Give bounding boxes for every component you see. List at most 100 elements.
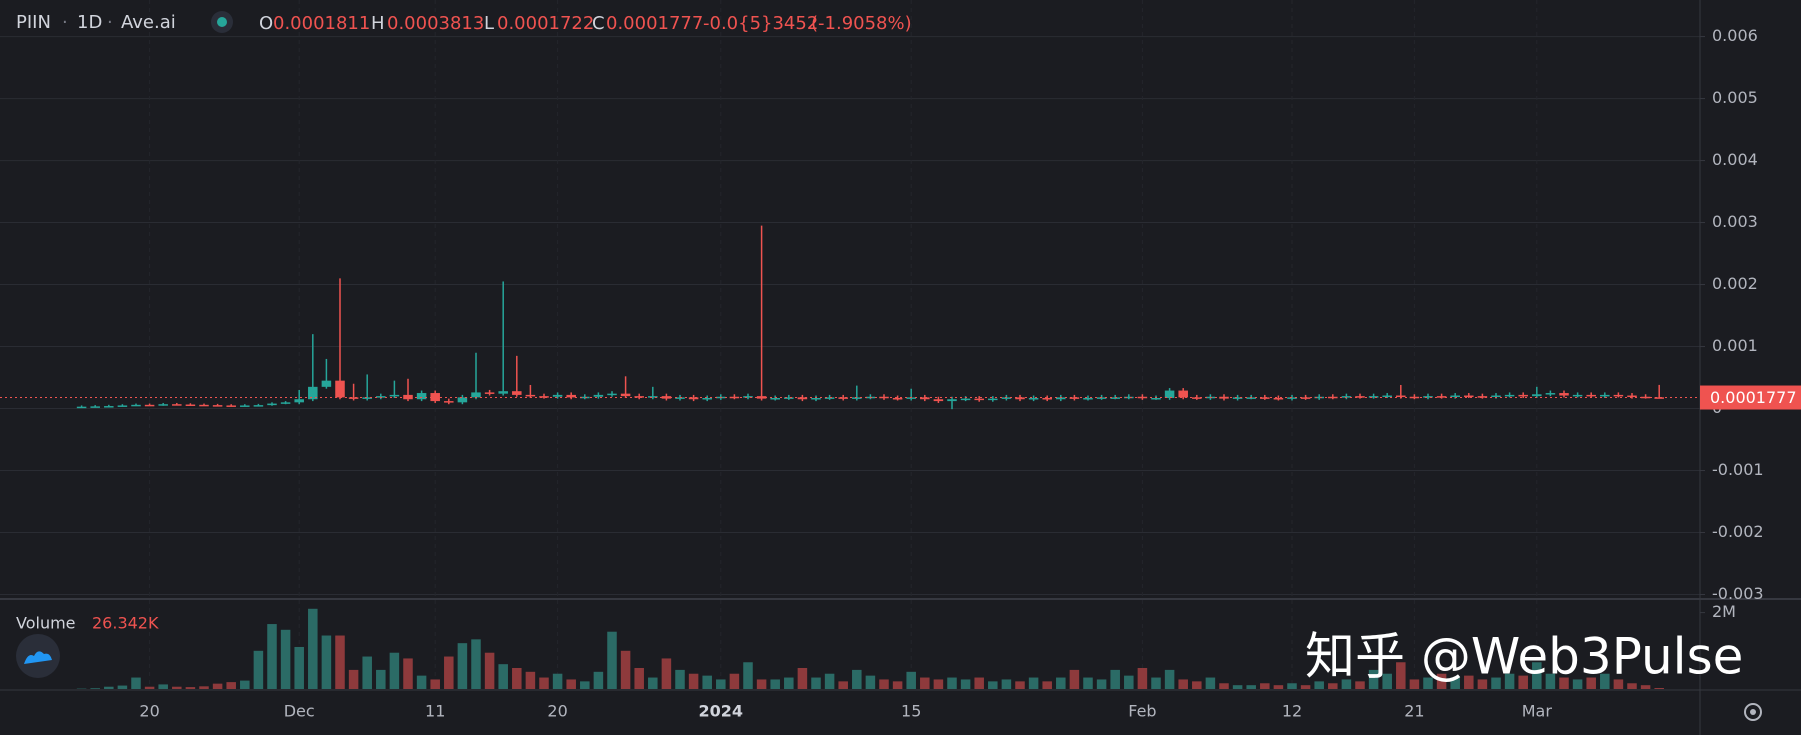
candle-body <box>974 398 984 401</box>
volume-bar <box>90 688 100 689</box>
candle-body <box>321 380 332 387</box>
volume-value: 26.342K <box>92 614 159 633</box>
volume-bar <box>1314 681 1324 689</box>
candle-body <box>131 404 141 407</box>
volume-bar <box>1586 677 1596 689</box>
x-tick-label: 2024 <box>699 702 744 721</box>
separator-dot: · <box>107 12 113 33</box>
close-value: 0.0001777 <box>606 13 703 34</box>
volume-bar <box>729 673 740 689</box>
volume-bar <box>253 650 264 689</box>
candle-body <box>580 396 590 399</box>
candle-body <box>226 405 236 407</box>
candle-body <box>185 404 196 407</box>
candle-body <box>1396 395 1406 398</box>
separator-dot: · <box>62 12 68 33</box>
volume-bar <box>1328 683 1338 689</box>
candle-body <box>253 405 264 407</box>
candle-body <box>1341 396 1352 398</box>
volume-bar <box>1545 673 1556 689</box>
settings-button[interactable] <box>1744 703 1762 721</box>
volume-bar <box>580 681 590 689</box>
volume-bar <box>1436 673 1447 689</box>
candle-body <box>294 399 304 403</box>
candle-body <box>1559 393 1569 396</box>
volume-bar <box>607 631 617 689</box>
candle-body <box>1504 394 1515 397</box>
volume-bar <box>1532 662 1542 689</box>
volume-bar <box>1491 677 1501 689</box>
volume-bar <box>294 646 304 689</box>
candle-body <box>1436 396 1447 398</box>
candle-body <box>471 392 481 398</box>
candle-body <box>1545 393 1556 395</box>
candle-body <box>1110 397 1120 399</box>
volume-bar <box>620 650 631 689</box>
candle-body <box>1124 396 1134 399</box>
candle-body <box>267 403 277 406</box>
candle-body <box>947 399 957 402</box>
y-tick-label: 0.004 <box>1712 150 1758 169</box>
candle-body <box>1450 395 1460 398</box>
candle-body <box>593 394 604 397</box>
x-tick-label: 12 <box>1282 702 1302 721</box>
candle-body <box>1600 394 1610 397</box>
volume-bar <box>593 671 604 689</box>
candle-body <box>1613 394 1624 397</box>
volume-bar <box>199 686 209 689</box>
y-tick-label: 0.001 <box>1712 336 1758 355</box>
candle-body <box>1572 394 1583 397</box>
x-tick-label: 15 <box>901 702 921 721</box>
change: -0.0{5}3452 <box>703 13 818 34</box>
candle-body <box>1260 397 1270 399</box>
candle-body <box>811 398 821 400</box>
volume-bar <box>1355 681 1365 689</box>
volume-bar <box>920 677 930 689</box>
volume-bar <box>716 679 726 689</box>
settings-icon[interactable] <box>1744 703 1762 721</box>
candle-body <box>1028 398 1039 400</box>
volume-bar <box>634 667 644 689</box>
x-tick-label: 20 <box>547 702 567 721</box>
candle-body <box>1015 397 1025 400</box>
volume-bar <box>784 677 794 689</box>
volume-bar <box>1382 673 1392 689</box>
volume-bar <box>1450 677 1460 689</box>
volume-bar <box>974 677 984 689</box>
change-percent: (-1.9058%) <box>811 13 912 34</box>
volume-bar <box>1110 669 1120 689</box>
candle-body <box>1409 396 1420 399</box>
watermark: 知乎 @Web3Pulse <box>1305 628 1743 686</box>
candle-body <box>648 396 658 398</box>
source: Ave.ai <box>121 12 176 33</box>
volume-label: Volume <box>16 614 76 633</box>
volume-bar <box>1600 673 1610 689</box>
volume-bar <box>879 679 889 689</box>
x-tick-label: Dec <box>284 702 315 721</box>
high-value: 0.0003813 <box>387 13 484 34</box>
close-label: C <box>592 13 605 34</box>
candle-body <box>797 397 808 400</box>
volume-bar <box>1423 677 1433 689</box>
candle-body <box>729 396 740 399</box>
candle-body <box>172 404 182 406</box>
candle-body <box>1586 394 1596 397</box>
volume-bar <box>1300 685 1311 689</box>
candle-body <box>1232 397 1243 399</box>
candle-body <box>634 396 644 398</box>
candle-body <box>403 394 413 400</box>
y-tick-label: 0.005 <box>1712 88 1758 107</box>
y-tick-label: 0.002 <box>1712 274 1758 293</box>
marks <box>0 225 1700 689</box>
candle-body <box>117 405 128 407</box>
candle-body <box>688 397 699 400</box>
candle-body <box>525 394 536 397</box>
volume-bar <box>321 635 332 689</box>
volume-bar <box>1028 677 1039 689</box>
volume-bar <box>824 673 835 689</box>
volume-bar <box>1504 673 1515 689</box>
volume-bar <box>172 686 182 689</box>
volume-bar <box>226 682 236 689</box>
candle-body <box>607 393 617 396</box>
